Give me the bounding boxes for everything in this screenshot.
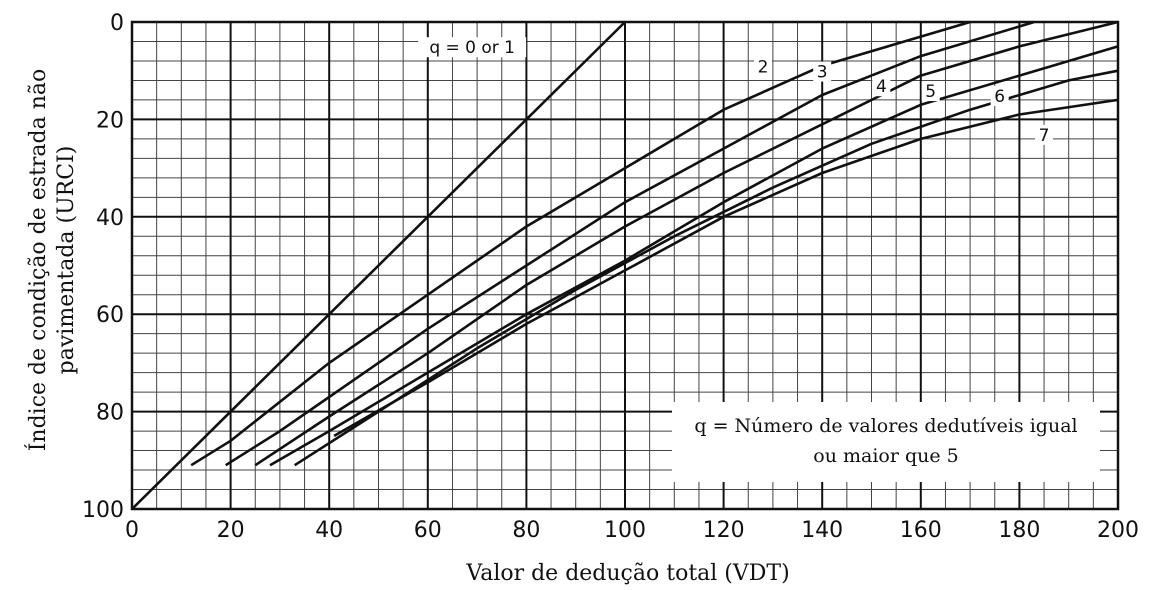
y-tick-label: 100: [82, 498, 124, 523]
x-tick-label: 40: [315, 518, 343, 543]
curve-label-bg: [418, 37, 527, 58]
y-tick-label: 0: [110, 11, 124, 36]
series-line-2: [225, 20, 1035, 467]
series-line-3: [254, 20, 1119, 467]
curve-label-bg: [921, 81, 940, 102]
annotation-box: [672, 402, 1100, 482]
curve-label: 3: [817, 63, 828, 83]
y-axis-title-line-2: pavimentada (URCI): [54, 146, 79, 375]
annotation-line-2: ou maior que 5: [813, 445, 958, 467]
x-tick-label: 120: [703, 518, 745, 543]
curve-label: 5: [925, 82, 936, 102]
series-line-6: [333, 98, 1119, 438]
x-tick-labels: 0 20 40 60 80 100 120 140 160 180 200: [125, 518, 1139, 543]
y-tick-labels: 0 20 40 60 80 100: [82, 11, 124, 523]
x-tick-label: 100: [604, 518, 646, 543]
y-tick-label: 20: [96, 108, 124, 133]
series-line-0: [131, 21, 626, 510]
y-tick-label: 80: [96, 401, 124, 426]
curve-label: q = 0 or 1: [429, 38, 515, 58]
series-line-5: [293, 69, 1119, 467]
curve-label: 7: [1039, 126, 1050, 146]
x-tick-label: 60: [414, 518, 442, 543]
curve-label: 6: [994, 87, 1005, 107]
series-line-4: [269, 45, 1119, 467]
x-tick-label: 80: [512, 518, 540, 543]
y-tick-label: 40: [96, 206, 124, 231]
series-group: [131, 20, 1119, 510]
curve-label-bg: [754, 56, 773, 77]
x-axis-title: Valor de dedução total (VDT): [465, 561, 789, 586]
y-axis-title-line-1: Índice de condição de estrada não: [24, 69, 51, 452]
x-tick-label: 140: [801, 518, 843, 543]
y-tick-label: 60: [96, 303, 124, 328]
curve-label-bg: [990, 85, 1009, 106]
curve-label: 4: [876, 77, 887, 97]
curve-label-bg: [872, 76, 891, 97]
x-tick-label: 200: [1097, 518, 1139, 543]
curve-labels: q = 0 or 1 2 3 4 5 6 7: [418, 37, 1054, 146]
x-tick-label: 180: [998, 518, 1040, 543]
annotation-line-1: q = Número de valores dedutíveis igual: [694, 415, 1077, 437]
y-axis-title: Índice de condição de estrada não pavime…: [24, 69, 79, 452]
curve-label: 2: [758, 58, 769, 78]
curve-label-bg: [1035, 124, 1054, 145]
x-tick-label: 0: [125, 518, 139, 543]
curve-label-bg: [813, 61, 832, 82]
series-line-1: [190, 20, 971, 467]
x-tick-label: 160: [900, 518, 942, 543]
x-tick-label: 20: [217, 518, 245, 543]
